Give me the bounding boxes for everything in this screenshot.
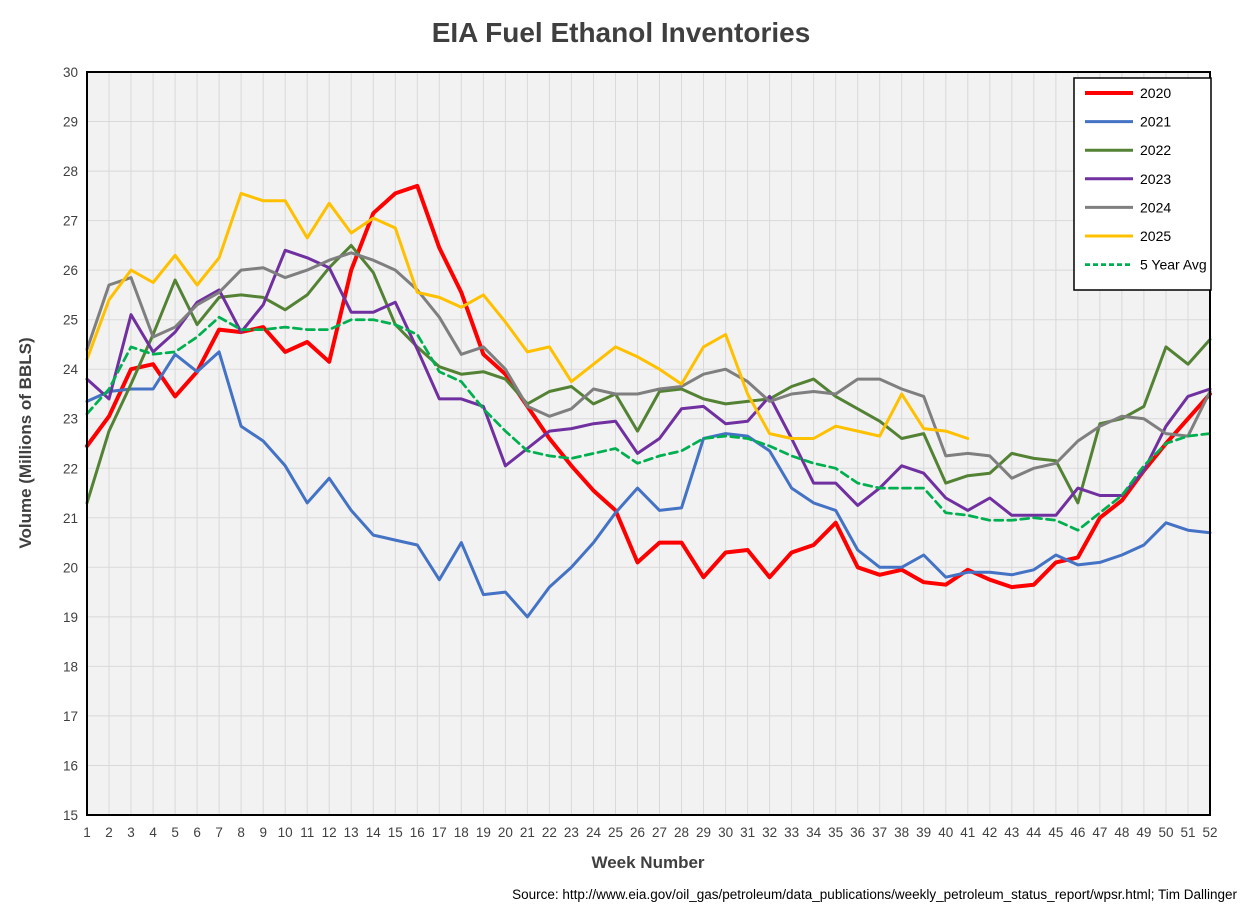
y-tick-label: 30	[63, 65, 78, 80]
x-tick-label: 6	[193, 825, 201, 840]
x-tick-label: 22	[542, 825, 557, 840]
x-tick-label: 35	[828, 825, 843, 840]
legend-label-2022: 2022	[1140, 142, 1171, 158]
x-tick-label: 42	[982, 825, 997, 840]
y-tick-label: 24	[63, 362, 79, 377]
y-tick-label: 27	[63, 214, 78, 229]
x-tick-label: 21	[520, 825, 535, 840]
x-tick-label: 2	[105, 825, 113, 840]
x-tick-label: 15	[388, 825, 403, 840]
x-tick-label: 38	[894, 825, 909, 840]
y-tick-label: 22	[63, 461, 78, 476]
x-tick-label: 16	[410, 825, 425, 840]
x-tick-label: 49	[1136, 825, 1151, 840]
x-tick-label: 41	[960, 825, 975, 840]
source-note: Source: http://www.eia.gov/oil_gas/petro…	[512, 887, 1237, 902]
x-tick-label: 32	[762, 825, 777, 840]
legend-label-5-year-avg: 5 Year Avg	[1140, 257, 1207, 273]
plot-border	[86, 71, 1211, 816]
y-tick-label: 29	[63, 115, 78, 130]
x-tick-label: 48	[1114, 825, 1129, 840]
y-tick-label: 17	[63, 709, 78, 724]
legend-label-2024: 2024	[1140, 199, 1171, 215]
series-line-2025	[85, 191, 970, 440]
x-tick-label: 9	[259, 825, 267, 840]
x-tick-label: 44	[1026, 825, 1042, 840]
x-tick-label: 7	[215, 825, 223, 840]
series-line-2024	[85, 251, 1212, 480]
y-axis-title: Volume (Millions of BBLS)	[16, 337, 35, 548]
x-tick-label: 30	[718, 825, 733, 840]
x-tick-label: 52	[1202, 825, 1217, 840]
x-tick-label: 47	[1092, 825, 1107, 840]
legend-label-2021: 2021	[1140, 114, 1171, 130]
x-tick-label: 4	[149, 825, 157, 840]
x-tick-label: 24	[586, 825, 602, 840]
legend-box	[1073, 77, 1212, 291]
x-tick-label: 20	[498, 825, 513, 840]
legend-label-2020: 2020	[1140, 85, 1171, 101]
x-tick-label: 18	[454, 825, 469, 840]
y-tick-label: 18	[63, 659, 78, 674]
x-tick-label: 11	[300, 825, 314, 840]
y-tick-label: 21	[63, 511, 78, 526]
x-tick-label: 19	[476, 825, 491, 840]
x-tick-label: 1	[83, 825, 91, 840]
x-tick-label: 26	[630, 825, 645, 840]
legend-label-2025: 2025	[1140, 228, 1171, 244]
series-line-2021	[85, 350, 1212, 619]
legend: 2020 2021 2022 2023 2024 2025 5 Year Avg	[1073, 77, 1212, 291]
x-tick-label: 46	[1070, 825, 1085, 840]
x-tick-label: 50	[1158, 825, 1173, 840]
x-tick-label: 28	[674, 825, 689, 840]
x-tick-label: 13	[344, 825, 359, 840]
x-tick-label: 12	[322, 825, 337, 840]
x-tick-label: 3	[127, 825, 135, 840]
y-tick-label: 20	[63, 560, 78, 575]
x-axis-title: Week Number	[591, 853, 704, 872]
series-line-2020	[85, 183, 1212, 590]
y-tick-label: 28	[63, 164, 78, 179]
y-tick-label: 26	[63, 263, 78, 278]
x-tick-label: 17	[432, 825, 447, 840]
x-tick-label: 14	[366, 825, 382, 840]
series-line-2022	[85, 243, 1212, 505]
y-tick-label: 23	[63, 412, 78, 427]
y-tick-label: 15	[63, 808, 78, 823]
x-tick-label: 5	[171, 825, 179, 840]
chart-title: EIA Fuel Ethanol Inventories	[432, 17, 811, 48]
x-tick-label: 51	[1180, 825, 1195, 840]
x-tick-label: 34	[806, 825, 822, 840]
x-tick-label: 8	[237, 825, 245, 840]
x-tick-label: 29	[696, 825, 711, 840]
x-tick-label: 27	[652, 825, 667, 840]
x-tick-label: 45	[1048, 825, 1063, 840]
y-tick-label: 16	[63, 759, 78, 774]
x-tick-label: 33	[784, 825, 799, 840]
y-tick-label: 25	[63, 313, 78, 328]
x-tick-label: 25	[608, 825, 623, 840]
x-tick-label: 40	[938, 825, 953, 840]
x-tick-label: 36	[850, 825, 865, 840]
series-line-2023	[85, 248, 1212, 517]
x-tick-label: 10	[278, 825, 293, 840]
x-tick-label: 23	[564, 825, 579, 840]
series-line-5-year-avg	[85, 315, 1212, 532]
y-tick-label: 19	[63, 610, 78, 625]
x-tick-label: 43	[1004, 825, 1019, 840]
legend-label-2023: 2023	[1140, 171, 1171, 187]
x-tick-label: 31	[740, 825, 755, 840]
plot-background	[87, 72, 1210, 815]
x-tick-label: 37	[872, 825, 887, 840]
x-tick-label: 39	[916, 825, 931, 840]
